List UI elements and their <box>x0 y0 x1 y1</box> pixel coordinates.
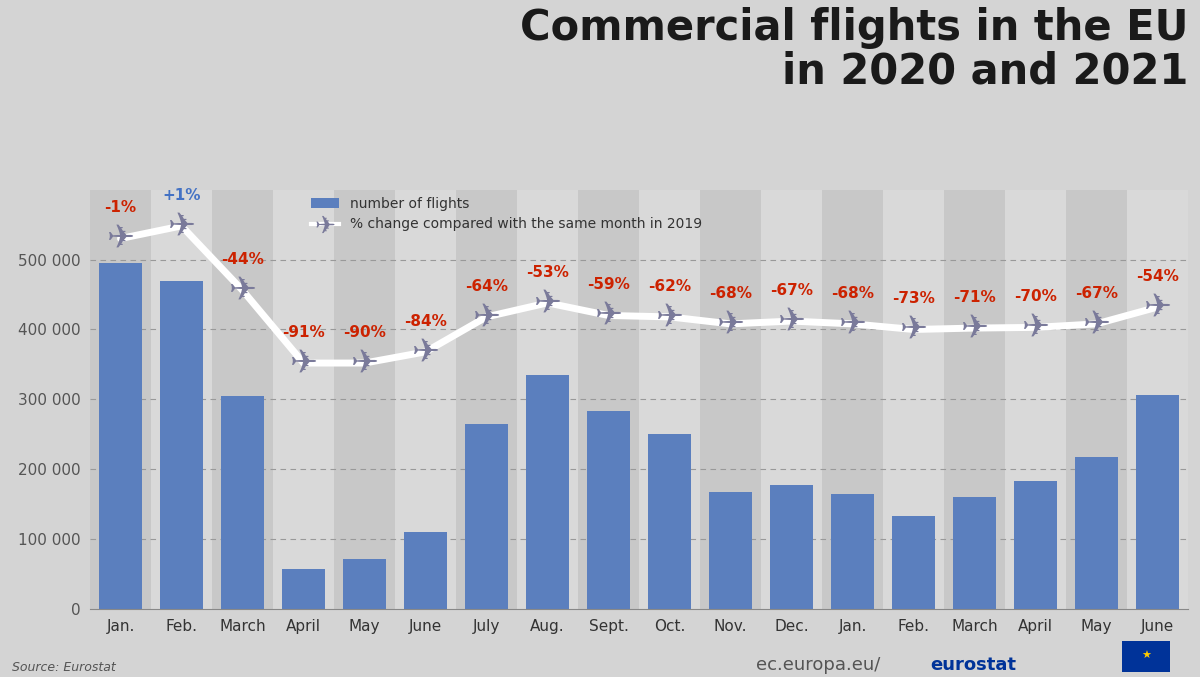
Bar <box>1066 190 1127 609</box>
Text: -67%: -67% <box>770 283 814 298</box>
Text: +1%: +1% <box>162 188 200 203</box>
Bar <box>640 190 700 609</box>
Bar <box>456 190 517 609</box>
Text: ✈: ✈ <box>228 274 257 307</box>
Text: -44%: -44% <box>221 253 264 267</box>
Text: ✈: ✈ <box>839 307 866 341</box>
Text: ✈: ✈ <box>1144 290 1171 324</box>
Bar <box>1074 457 1118 609</box>
Bar <box>334 190 395 609</box>
Bar <box>464 424 509 609</box>
Text: -67%: -67% <box>1075 286 1118 301</box>
Bar <box>769 485 814 609</box>
Text: -90%: -90% <box>343 325 386 340</box>
Bar <box>700 190 761 609</box>
Text: ✈: ✈ <box>716 307 744 341</box>
Bar <box>212 190 274 609</box>
Text: ✈: ✈ <box>107 222 134 255</box>
Text: -70%: -70% <box>1014 289 1057 304</box>
Bar <box>526 375 570 609</box>
Text: ✈: ✈ <box>289 347 318 380</box>
Text: -68%: -68% <box>830 286 874 301</box>
Text: -91%: -91% <box>282 325 325 340</box>
Bar <box>517 190 578 609</box>
Text: ✈: ✈ <box>168 209 196 242</box>
Text: -84%: -84% <box>404 313 446 329</box>
Text: ✈: ✈ <box>960 311 989 345</box>
Bar <box>578 190 640 609</box>
Text: -68%: -68% <box>709 286 752 301</box>
Bar <box>90 190 151 609</box>
Bar <box>587 412 630 609</box>
Bar <box>830 494 875 609</box>
Text: ✈: ✈ <box>594 299 623 332</box>
Bar <box>151 190 212 609</box>
Bar <box>1006 190 1066 609</box>
Bar <box>883 190 944 609</box>
Text: -64%: -64% <box>466 279 508 294</box>
Text: ✈: ✈ <box>412 335 439 368</box>
Bar <box>282 569 325 609</box>
Text: Source: Eurostat: Source: Eurostat <box>12 661 115 674</box>
Text: -71%: -71% <box>953 290 996 305</box>
Bar <box>403 532 448 609</box>
Bar <box>822 190 883 609</box>
Text: ✈: ✈ <box>1021 311 1050 344</box>
Text: ✈: ✈ <box>350 347 378 380</box>
Bar <box>708 492 752 609</box>
Text: -54%: -54% <box>1136 269 1178 284</box>
Text: eurostat: eurostat <box>930 655 1016 674</box>
Bar <box>395 190 456 609</box>
Bar <box>1127 190 1188 609</box>
Bar <box>1014 481 1057 609</box>
Text: -53%: -53% <box>526 265 569 280</box>
Text: ✈: ✈ <box>534 286 562 320</box>
Legend: number of flights, % change compared with the same month in 2019: number of flights, % change compared wit… <box>311 196 702 232</box>
Bar <box>342 559 386 609</box>
Bar <box>98 263 143 609</box>
Text: ✈: ✈ <box>473 301 500 333</box>
Bar <box>160 280 204 609</box>
Bar <box>953 498 996 609</box>
Bar <box>274 190 334 609</box>
Text: ✈: ✈ <box>655 301 684 333</box>
Text: -1%: -1% <box>104 200 137 215</box>
Bar <box>648 435 691 609</box>
Text: ec.europa.eu/: ec.europa.eu/ <box>756 655 881 674</box>
Bar <box>761 190 822 609</box>
Text: -62%: -62% <box>648 279 691 294</box>
Text: -73%: -73% <box>892 291 935 307</box>
Bar <box>892 517 936 609</box>
Text: ★: ★ <box>1141 651 1151 661</box>
Bar <box>221 396 264 609</box>
Text: ✈: ✈ <box>1082 307 1110 341</box>
Bar <box>944 190 1006 609</box>
Bar <box>1135 395 1180 609</box>
Text: in 2020 and 2021: in 2020 and 2021 <box>781 51 1188 93</box>
Text: ✈: ✈ <box>900 313 928 346</box>
Text: Commercial flights in the EU: Commercial flights in the EU <box>520 7 1188 49</box>
Text: -59%: -59% <box>587 278 630 292</box>
Text: ✈: ✈ <box>778 305 805 338</box>
